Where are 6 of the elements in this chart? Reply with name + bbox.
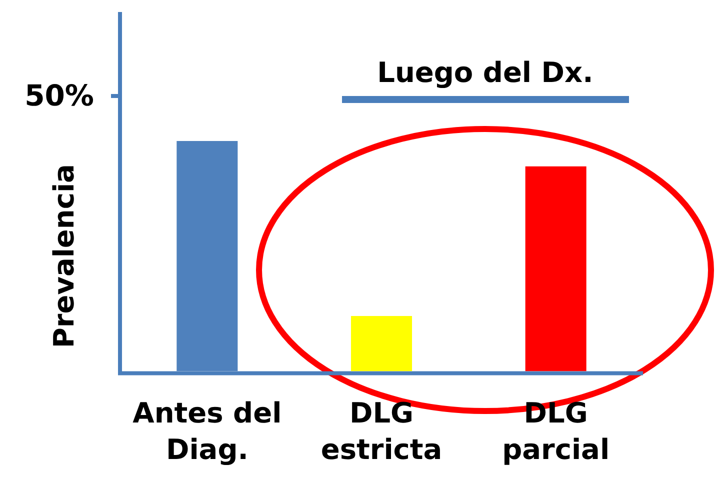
x-tick-label: DLG estricta [320, 396, 442, 466]
y-axis-title: Prevalencia [47, 164, 80, 348]
text: Luego del Dx. [377, 56, 594, 89]
x-tick-label: Antes del Diag. [132, 396, 282, 466]
text: 50% [24, 78, 94, 113]
x-tick-label: DLG parcial [502, 396, 610, 466]
